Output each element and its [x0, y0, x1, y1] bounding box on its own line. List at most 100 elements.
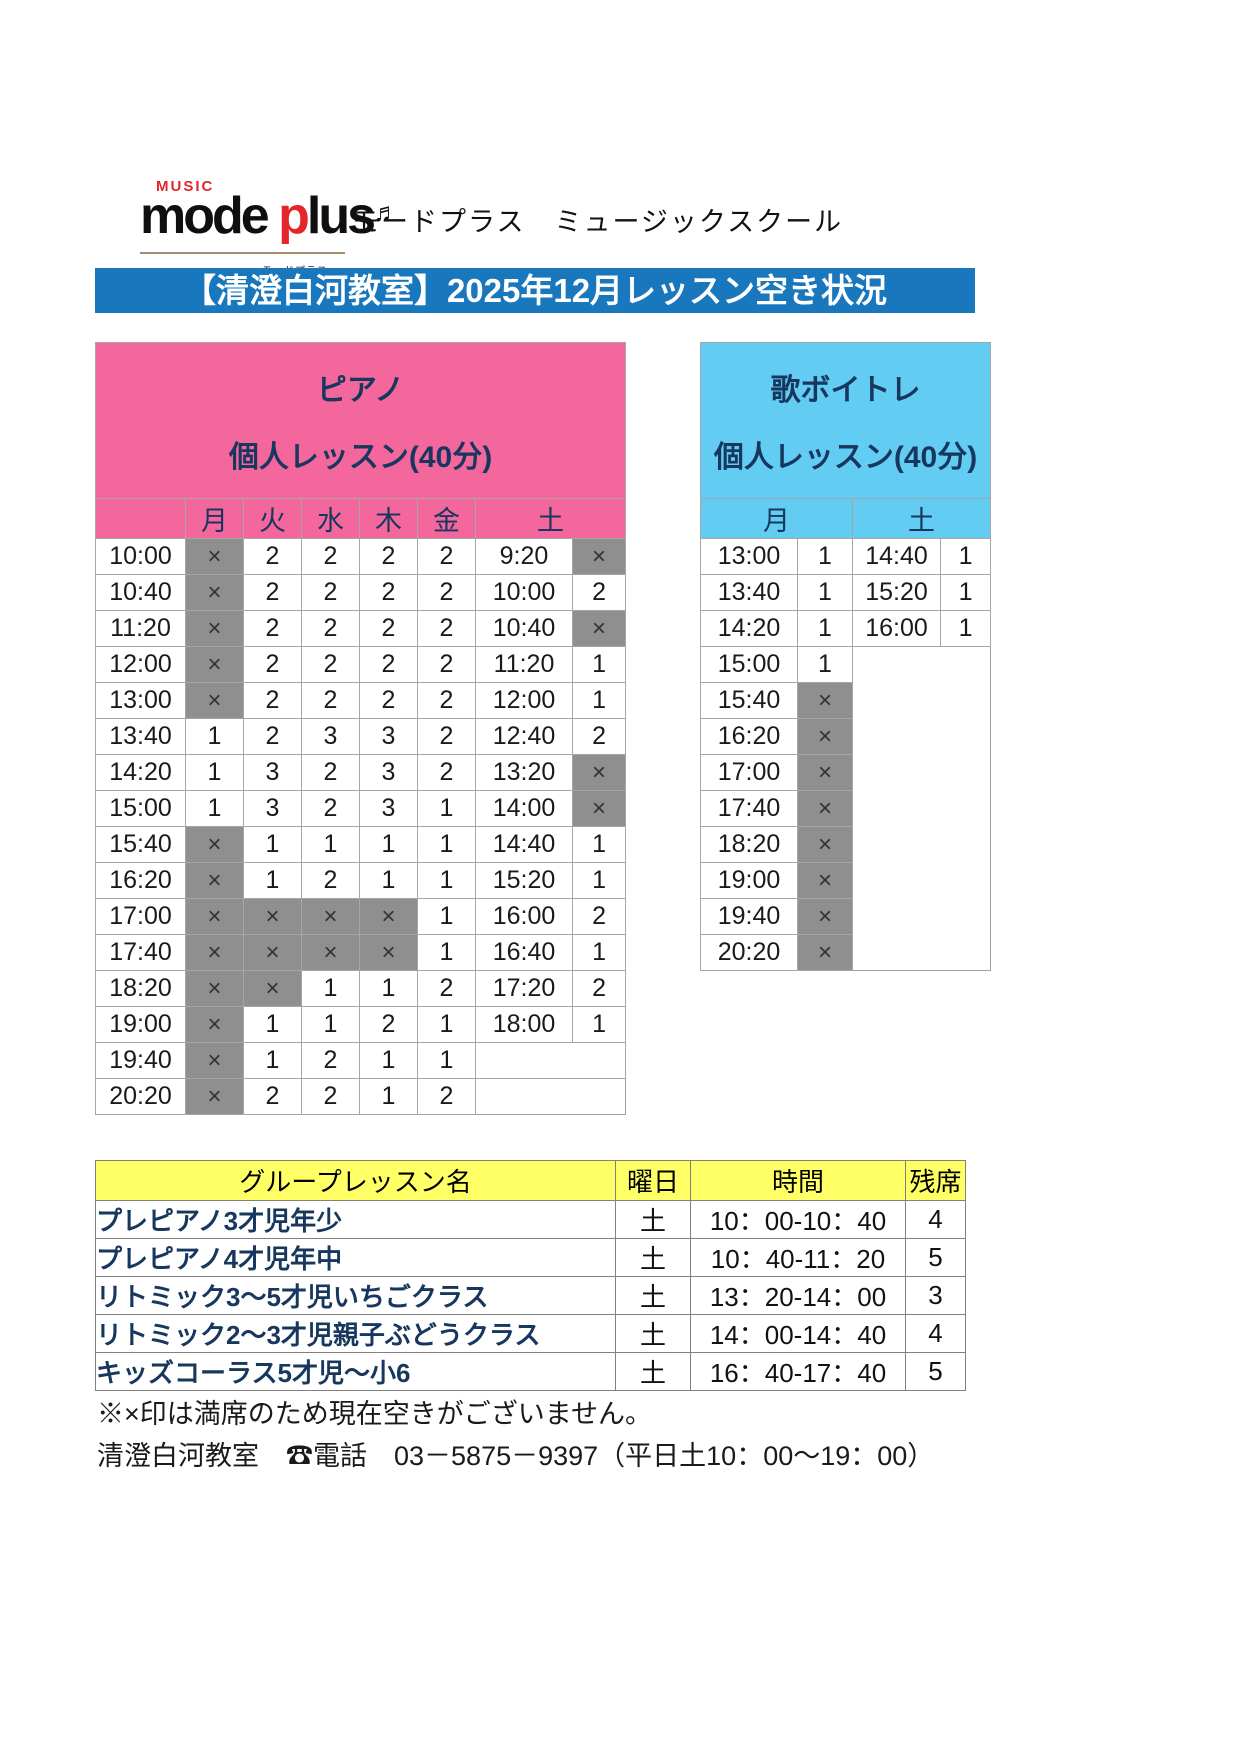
availability-cell: 1: [571, 646, 627, 683]
music-note-icon: ♬: [373, 197, 400, 227]
time-cell: 14:40: [475, 826, 573, 863]
availability-cell: 1: [417, 790, 476, 827]
group-row: プレピアノ4才児年中土 10：40-11：20 5: [95, 1238, 966, 1277]
full-mark-note: ※×印は満席のため現在空きがございません。: [97, 1399, 652, 1429]
piano-row: 10:00 × 2 2 2 2 9:20 ×: [95, 538, 627, 575]
availability-cell: 1: [417, 826, 476, 863]
availability-cell: 1: [797, 610, 853, 647]
contact-info: 清澄白河教室 ☎電話 03－5875－9397（平日土10：00～19：00）: [97, 1441, 935, 1471]
availability-cell: 2: [571, 970, 627, 1007]
availability-cell: 2: [301, 1078, 360, 1115]
availability-cell: ×: [797, 682, 853, 719]
availability-cell: ×: [301, 898, 360, 935]
availability-cell: 1: [797, 646, 853, 683]
time-cell: 12:00: [95, 646, 186, 683]
logo-word-p: p: [278, 187, 310, 245]
voice-row: 14:20 1 16:00 1: [700, 610, 992, 647]
availability-cell: ×: [185, 898, 244, 935]
group-row: リトミック3〜5才児いちごクラス土 13：20-14：00 3: [95, 1276, 966, 1315]
time-cell: 10:40: [475, 610, 573, 647]
group-header-time: 時間: [690, 1160, 906, 1201]
availability-cell: 2: [301, 862, 360, 899]
time-cell: 17:00: [95, 898, 186, 935]
group-header-day: 曜日: [615, 1160, 691, 1201]
voice-row: 19:40 ×: [700, 898, 991, 935]
seats-cell: 5: [905, 1352, 966, 1391]
availability-cell: 3: [243, 790, 302, 827]
availability-cell: 2: [301, 790, 360, 827]
availability-cell: ×: [185, 1042, 244, 1079]
time-cell: 16:20: [700, 718, 798, 755]
time-cell: 18:20: [700, 826, 798, 863]
availability-cell: ×: [359, 898, 418, 935]
availability-cell: 1: [301, 970, 360, 1007]
availability-cell: ×: [359, 934, 418, 971]
availability-cell: 1: [301, 1006, 360, 1043]
time-cell: 13:40: [95, 718, 186, 755]
group-header-lesson-name: グループレッスン名: [95, 1160, 616, 1201]
day-cell: 土: [615, 1238, 691, 1277]
availability-cell: 2: [417, 970, 476, 1007]
voice-row: 16:20 ×: [700, 718, 991, 755]
voice-row: 19:00 ×: [700, 862, 991, 899]
availability-cell: 2: [417, 682, 476, 719]
time-cell: 15:20: [475, 862, 573, 899]
group-header-row: グループレッスン名 曜日 時間 残席: [95, 1160, 966, 1201]
availability-cell: 1: [359, 826, 418, 863]
day-header-tue: 火: [243, 498, 302, 539]
logo-music-label: MUSIC: [156, 178, 215, 195]
availability-cell: ×: [797, 934, 853, 971]
availability-cell: 3: [359, 790, 418, 827]
availability-cell: 1: [359, 970, 418, 1007]
voice-title-cell: 歌ボイトレ 個人レッスン(40分): [699, 342, 992, 499]
piano-row: 17:00 × × × × 1 16:00 2: [95, 898, 627, 935]
time-cell: 19:40: [700, 898, 798, 935]
availability-cell: 1: [243, 862, 302, 899]
availability-banner-title: 【清澄白河教室】2025年12月レッスン空き状況: [95, 268, 975, 313]
availability-cell: ×: [185, 1078, 244, 1115]
time-cell: 15:20: [852, 574, 941, 611]
time-cell: 16:00: [852, 610, 941, 647]
time-cell: 20:20: [95, 1078, 186, 1115]
availability-cell: 2: [301, 538, 360, 575]
availability-cell: 1: [243, 1042, 302, 1079]
time-cell: 10:00: [475, 574, 573, 611]
availability-cell: 1: [359, 1042, 418, 1079]
time-cell: 17:40: [95, 934, 186, 971]
availability-cell: ×: [185, 862, 244, 899]
day-cell: 土: [615, 1352, 691, 1391]
piano-row: 10:40 × 2 2 2 2 10:00 2: [95, 574, 627, 611]
availability-cell: ×: [185, 610, 244, 647]
piano-title-cell: ピアノ 個人レッスン(40分): [94, 342, 627, 499]
time-cell: 16:00: [475, 898, 573, 935]
availability-cell: 1: [571, 934, 627, 971]
availability-cell: 2: [417, 1078, 476, 1115]
time-cell: 10:00: [95, 538, 186, 575]
piano-row: 20:20 × 2 2 1 2: [95, 1078, 626, 1115]
time-cell: 11:20: [95, 610, 186, 647]
day-header-thu: 木: [359, 498, 418, 539]
lesson-name-cell: キッズコーラス5才児〜小6: [95, 1352, 616, 1391]
piano-row: 15:40 × 1 1 1 1 14:40 1: [95, 826, 627, 863]
time-range-cell: 13：20-14：00: [690, 1276, 906, 1315]
empty-cell: [474, 1042, 627, 1079]
availability-cell: 1: [301, 826, 360, 863]
time-cell: 19:40: [95, 1042, 186, 1079]
corner-cell: [95, 498, 186, 539]
piano-row: 15:00 1 3 2 3 1 14:00 ×: [95, 790, 627, 827]
time-cell: 13:20: [475, 754, 573, 791]
voice-row: 17:00 ×: [700, 754, 991, 791]
availability-cell: ×: [185, 682, 244, 719]
availability-cell: 1: [797, 538, 853, 575]
logo-wordmark: mode plus♬: [140, 190, 399, 242]
availability-cell: 1: [359, 862, 418, 899]
availability-cell: 2: [571, 898, 627, 935]
availability-cell: 2: [301, 646, 360, 683]
group-table-body: プレピアノ3才児年少土 10：00-10：40 4 プレピアノ4才児年中土 10：40-…: [95, 1200, 966, 1391]
piano-row: 19:00 × 1 1 2 1 18:00 1: [95, 1006, 627, 1043]
lesson-name-cell: プレピアノ4才児年中: [95, 1238, 616, 1277]
availability-cell: 2: [359, 646, 418, 683]
availability-cell: 2: [243, 610, 302, 647]
day-cell: 土: [615, 1200, 691, 1239]
time-cell: 11:20: [475, 646, 573, 683]
